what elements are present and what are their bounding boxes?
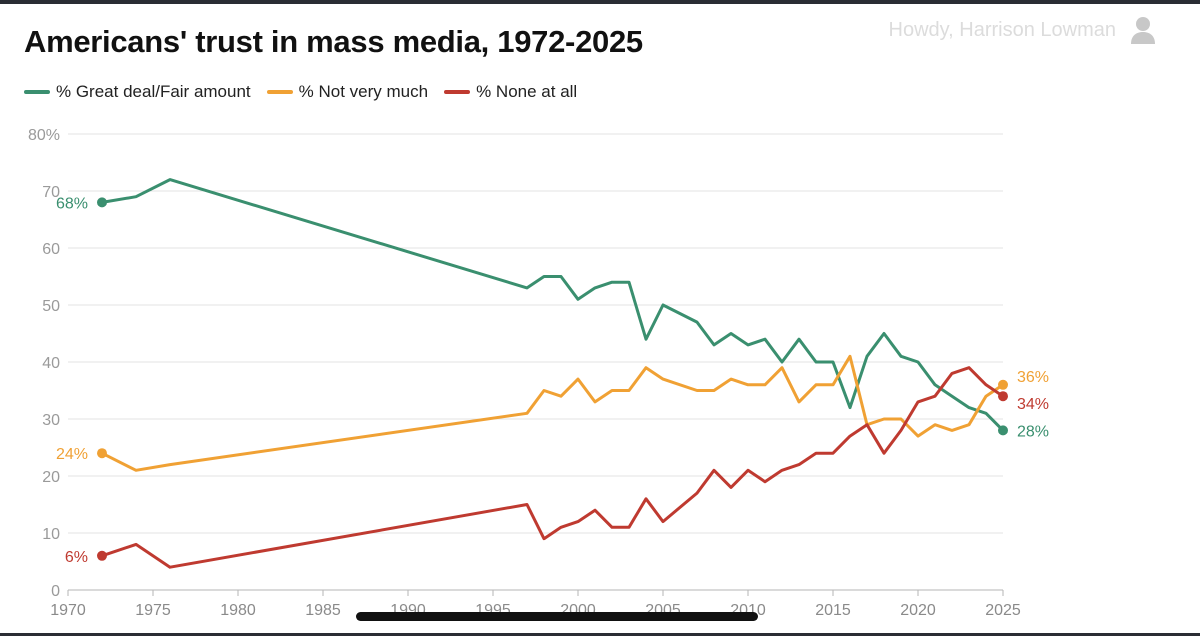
series-end-point [998,391,1008,402]
legend-label-not-very-much: % Not very much [298,82,429,101]
legend-swatch-not-very-much [266,90,293,94]
x-tick-label: 1970 [50,602,86,619]
legend-label-none-at-all: % None at all [476,82,578,101]
series-start-label: 24% [56,446,88,463]
chart-legend: % Great deal/Fair amount % Not very much… [24,82,593,102]
user-greeting-text: Howdy, Harrison Lowman [888,18,1117,41]
series-end-point [998,379,1008,390]
y-tick-label: 60 [42,241,60,258]
y-tick-label: 70 [42,184,60,201]
chart-title: Americans' trust in mass media, 1972-202… [24,24,643,59]
legend-item-great-deal: % Great deal/Fair amount [24,82,251,102]
user-greeting[interactable]: Howdy, Harrison Lowman [889,16,1157,44]
x-tick-label: 2020 [900,602,936,619]
x-tick-label: 2015 [815,602,851,619]
legend-swatch-none-at-all [444,90,471,94]
y-tick-label: 20 [42,469,60,486]
y-tick-label: 50 [42,298,60,315]
series-line [100,354,1005,472]
home-indicator[interactable] [356,612,758,621]
top-bar [0,0,1200,4]
series-start-label: 68% [56,195,88,212]
user-icon [1131,17,1155,44]
y-tick-label: 30 [42,412,60,429]
bottom-border [0,633,1200,636]
series-end-label: 34% [1017,396,1049,413]
legend-item-not-very-much: % Not very much [266,82,429,102]
series-start-point [97,197,107,208]
series-start-point [97,550,107,561]
y-tick-label: 80% [28,127,60,144]
x-tick-label: 1975 [135,602,171,619]
legend-label-great-deal: % Great deal/Fair amount [56,82,251,101]
series-end-point [998,425,1008,436]
y-tick-label: 40 [42,355,60,372]
x-tick-label: 2025 [985,602,1021,619]
series-end-label: 36% [1017,369,1049,386]
series-start-label: 6% [65,549,88,566]
x-tick-label: 1980 [220,602,256,619]
y-tick-label: 0 [51,583,60,600]
series-line [100,366,1005,569]
x-tick-label: 1985 [305,602,341,619]
series-line [100,178,1005,432]
legend-swatch-great-deal [24,90,50,94]
series-start-point [97,448,107,459]
legend-item-none-at-all: % None at all [444,82,577,102]
y-tick-label: 10 [42,526,60,543]
series-end-label: 28% [1017,423,1049,440]
